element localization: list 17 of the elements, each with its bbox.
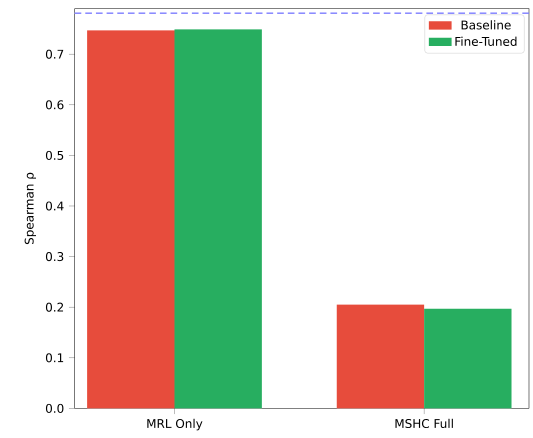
bar	[336, 304, 424, 409]
x-tick-label: MRL Only	[147, 418, 202, 431]
bar	[174, 30, 262, 409]
y-tick-label: 0.0	[46, 404, 64, 414]
y-axis-title: Spearman ρ	[24, 172, 36, 244]
bar	[87, 30, 174, 409]
y-tick-label: 0.7	[46, 50, 64, 59]
y-tick-label: 0.3	[46, 252, 64, 262]
y-tick-label: 0.1	[46, 353, 64, 362]
y-tick-label: 0.2	[46, 302, 64, 312]
x-tick-label: MSHC Full	[395, 418, 453, 428]
legend-label: Fine-Tuned	[455, 36, 516, 46]
y-tick-label: 0.6	[46, 100, 64, 110]
legend-label: Baseline	[462, 20, 511, 30]
y-tick-label: 0.4	[46, 202, 64, 211]
y-tick-label: 0.5	[46, 150, 64, 160]
bar	[424, 308, 512, 409]
